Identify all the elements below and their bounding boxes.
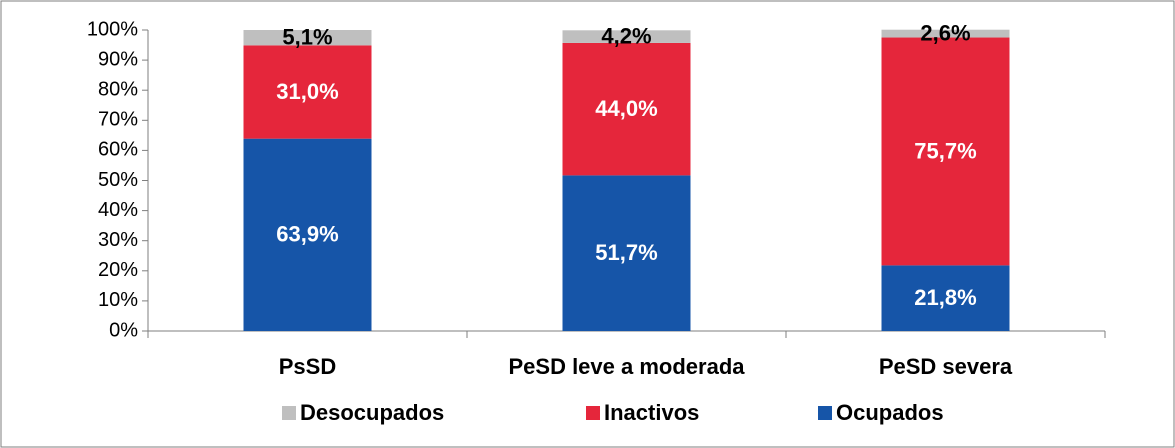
bar-segment xyxy=(243,138,372,331)
value-label: 63,9% xyxy=(276,222,338,247)
legend-swatch xyxy=(586,406,600,420)
y-tick-label: 20% xyxy=(98,259,138,281)
value-label: 44,0% xyxy=(595,96,657,121)
x-tick-label: PeSD severa xyxy=(879,354,1013,379)
legend-swatch xyxy=(282,406,296,420)
value-label: 4,2% xyxy=(601,23,651,48)
legend-label: Desocupados xyxy=(300,400,444,425)
x-tick-label: PsSD xyxy=(279,354,336,379)
y-tick-label: 70% xyxy=(98,109,138,131)
value-label: 31,0% xyxy=(276,79,338,104)
y-tick-label: 30% xyxy=(98,229,138,251)
bar-segment xyxy=(243,45,372,139)
legend-label: Ocupados xyxy=(836,400,944,425)
y-tick-label: 0% xyxy=(109,319,138,341)
bar-segment xyxy=(881,37,1010,266)
value-label: 2,6% xyxy=(920,20,970,45)
bar-segment xyxy=(243,30,372,46)
x-tick-label: PeSD leve a moderada xyxy=(508,354,745,379)
y-tick-label: 90% xyxy=(98,48,138,70)
y-tick-label: 10% xyxy=(98,289,138,311)
value-label: 51,7% xyxy=(595,240,657,265)
bar-segment xyxy=(881,29,1010,38)
value-label: 75,7% xyxy=(914,138,976,163)
y-tick-label: 40% xyxy=(98,199,138,221)
y-tick-label: 50% xyxy=(98,169,138,191)
bar-segment xyxy=(562,30,691,43)
value-label: 21,8% xyxy=(914,285,976,310)
value-label: 5,1% xyxy=(282,24,332,49)
bar-segment xyxy=(562,42,691,176)
bar-segment xyxy=(881,265,1010,331)
y-tick-label: 100% xyxy=(87,18,138,40)
legend-swatch xyxy=(818,406,832,420)
y-tick-label: 60% xyxy=(98,139,138,161)
legend-label: Inactivos xyxy=(604,400,699,425)
y-tick-label: 80% xyxy=(98,78,138,100)
bar-segment xyxy=(562,175,691,331)
